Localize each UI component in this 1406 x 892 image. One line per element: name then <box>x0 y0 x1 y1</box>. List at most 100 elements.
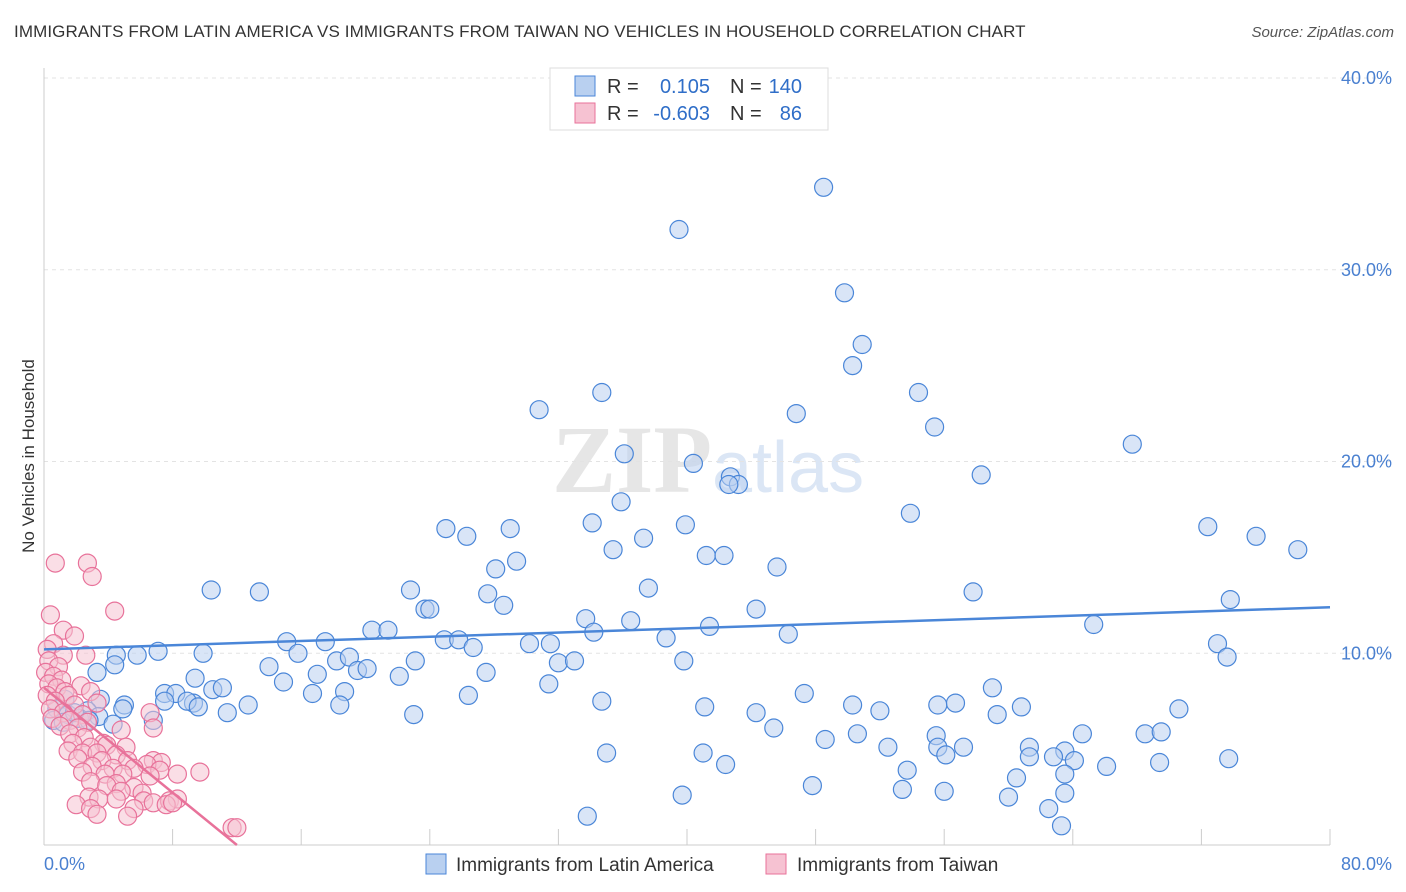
latin-america-point-135 <box>953 737 974 757</box>
latin-america-point-149 <box>802 775 823 796</box>
taiwan-point-62 <box>190 762 210 782</box>
y-axis-label: No Vehicles in Household <box>19 359 38 553</box>
latin-america-point-99 <box>238 695 258 715</box>
latin-america-point-53 <box>315 632 335 652</box>
legend-r-label-2: R = <box>607 103 639 125</box>
latin-america-point-5 <box>592 382 612 403</box>
latin-america-point-115 <box>746 703 766 723</box>
latin-america-point-50 <box>378 620 398 640</box>
latin-america-point-29 <box>506 551 527 571</box>
latin-america-point-16 <box>971 465 991 485</box>
y-tick-label-20: 20.0% <box>1341 452 1392 472</box>
taiwan-point-2 <box>82 566 102 587</box>
latin-america-point-100 <box>330 695 350 715</box>
correlation-legend: R = 0.105 N = 140 R = -0.603 N = 86 <box>549 67 829 131</box>
latin-america-point-131 <box>1151 722 1171 742</box>
latin-america-point-30 <box>486 559 506 579</box>
x-tick-label-max: 80.0% <box>1341 854 1392 874</box>
latin-america-point-76 <box>357 658 377 679</box>
latin-america-point-69 <box>548 653 569 673</box>
latin-america-point-150 <box>672 785 692 805</box>
taiwan-point-0 <box>45 553 65 573</box>
taiwan-point-85 <box>227 818 247 838</box>
latin-america-point-71 <box>1217 647 1237 667</box>
latin-america-point-60 <box>540 634 561 654</box>
latin-america-point-104 <box>945 693 966 713</box>
y-tick-labels: 10.0% 20.0% 30.0% 40.0% <box>1341 68 1392 663</box>
latin-america-point-1 <box>669 219 689 240</box>
latin-america-point-18 <box>900 503 921 523</box>
latin-america-point-147 <box>1096 756 1117 777</box>
latin-america-point-154 <box>892 779 913 800</box>
y-tick-label-10: 10.0% <box>1341 643 1392 663</box>
latin-america-point-126 <box>764 718 784 738</box>
latin-america-point-151 <box>934 781 954 801</box>
latin-america-point-145 <box>897 760 917 780</box>
latin-america-point-79 <box>405 651 425 671</box>
latin-america-point-33 <box>767 557 787 577</box>
latin-america-point-130 <box>1135 724 1155 744</box>
latin-america-point-129 <box>1072 724 1093 744</box>
latin-america-trend-line <box>43 605 1331 651</box>
chart-title: IMMIGRANTS FROM LATIN AMERICA VS IMMIGRA… <box>14 22 1026 41</box>
latin-america-point-102 <box>842 695 863 715</box>
latin-america-point-113 <box>404 704 424 725</box>
latin-america-point-24 <box>633 528 654 548</box>
latin-america-point-37 <box>249 582 269 602</box>
latin-america-point-21 <box>582 513 602 533</box>
legend-n-label-2: N = <box>730 103 762 125</box>
latin-america-point-10 <box>614 444 634 464</box>
latin-america-point-156 <box>596 743 617 763</box>
gridlines <box>44 77 1390 654</box>
latin-america-point-144 <box>715 754 736 775</box>
latin-america-point-84 <box>212 678 232 698</box>
latin-america-point-8 <box>908 382 929 403</box>
latin-america-point-77 <box>307 664 327 684</box>
latin-america-point-72 <box>87 662 107 683</box>
latin-america-point-112 <box>217 703 237 723</box>
legend-swatch-blue <box>574 75 596 97</box>
taiwan-point-6 <box>64 626 85 646</box>
latin-america-point-158 <box>998 787 1019 807</box>
latin-america-point-65 <box>193 643 213 663</box>
taiwan-point-25 <box>87 693 107 713</box>
latin-america-point-38 <box>478 584 498 604</box>
taiwan-point-82 <box>87 804 107 824</box>
legend-r-label-1: R = <box>607 76 639 98</box>
latin-america-point-133 <box>878 737 898 757</box>
latin-america-point-49 <box>362 620 382 640</box>
latin-america-point-155 <box>1149 752 1170 773</box>
bottom-legend-swatch-pink <box>765 853 787 875</box>
latin-america-point-43 <box>746 599 766 619</box>
latin-america-point-105 <box>1011 697 1032 717</box>
latin-america-point-142 <box>1064 750 1085 771</box>
legend-r-value-2: -0.603 <box>653 103 710 125</box>
latin-america-point-7 <box>529 400 549 420</box>
watermark-atlas: atlas <box>712 428 864 508</box>
latin-america-point-0 <box>813 177 834 197</box>
latin-america-point-6 <box>786 404 806 424</box>
taiwan-point-83 <box>117 806 138 826</box>
legend-n-value-2: 86 <box>780 103 802 125</box>
latin-america-point-59 <box>519 634 540 654</box>
latin-america-point-70 <box>564 651 585 671</box>
x-ticks <box>43 829 1331 845</box>
latin-america-point-139 <box>936 745 956 765</box>
latin-america-point-26 <box>1246 526 1266 546</box>
latin-america-point-132 <box>815 729 835 750</box>
latin-america-point-23 <box>457 526 477 546</box>
legend-r-value-1: 0.105 <box>660 76 710 98</box>
latin-america-point-127 <box>847 724 868 744</box>
x-tick-label-min: 0.0% <box>44 854 85 874</box>
taiwan-point-36 <box>143 718 163 738</box>
latin-america-point-143 <box>1219 749 1239 769</box>
latin-america-point-35 <box>638 578 659 598</box>
latin-america-point-32 <box>714 545 734 566</box>
trend-lines <box>43 605 1331 846</box>
latin-america-point-148 <box>1006 768 1027 788</box>
bottom-legend-swatch-blue <box>425 853 447 875</box>
latin-america-point-44 <box>420 599 440 619</box>
taiwan-point-10 <box>76 645 96 665</box>
legend-box <box>549 67 829 131</box>
latin-america-point-20 <box>500 518 520 539</box>
